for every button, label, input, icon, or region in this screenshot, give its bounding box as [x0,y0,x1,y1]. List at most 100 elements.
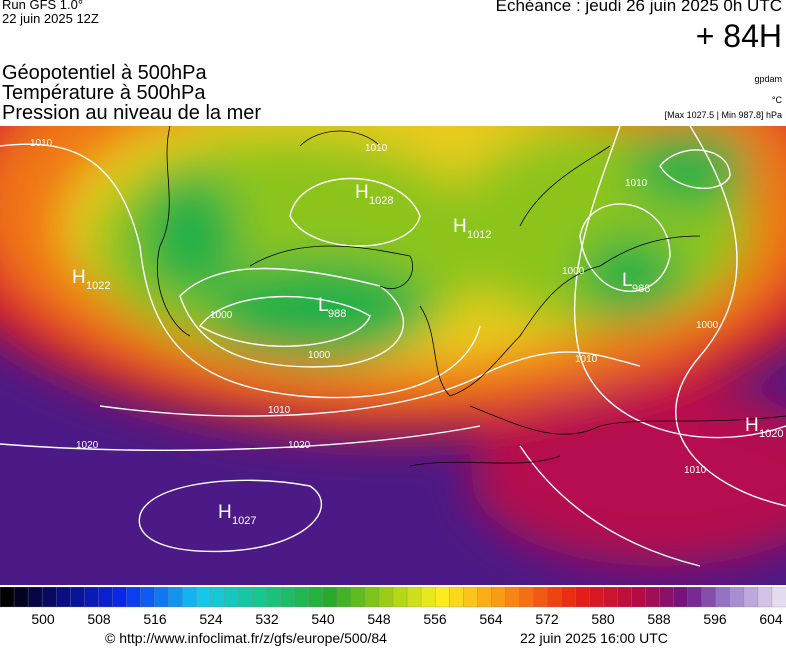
scale-swatch [98,587,113,608]
isobar-label: 1010 [30,138,53,149]
scale-swatch [308,587,324,608]
valid-time: Echéance : jeudi 26 juin 2025 0h UTC [495,0,782,15]
scale-swatch [70,587,85,608]
center-letter: H [355,182,369,203]
scale-swatch [336,587,352,608]
isobar-label: 1010 [268,405,291,416]
scale-swatch [182,587,197,608]
scale-swatch [659,587,675,608]
unit-temperature: °C [771,95,782,105]
scale-swatch [252,587,268,608]
scale-swatch [729,587,745,608]
scale-swatch [743,587,759,608]
scale-swatch [280,587,296,608]
isobar-label: 1000 [696,320,719,331]
scale-label: 548 [367,611,391,627]
scale-swatch [364,587,380,608]
center-value: 1022 [86,280,110,292]
center-letter: H [72,267,86,288]
scale-swatch [631,587,647,608]
scale-swatch [154,587,169,608]
title-temperature: Température à 500hPa [2,82,206,104]
scale-label: 556 [423,611,447,627]
scale-swatch [463,587,478,608]
scale-swatch [238,587,254,608]
scale-label: 572 [535,611,559,627]
coastlines [156,126,786,467]
scale-swatch [757,587,773,608]
scale-swatch [687,587,703,608]
unit-pressure: [Max 1027.5 | Min 987.8] hPa [664,110,782,120]
center-value: 988 [328,308,346,320]
scale-swatch [505,587,520,608]
center-letter: L [318,295,329,316]
isobars [0,126,786,567]
scale-swatch [547,587,562,608]
scale-swatch [617,587,633,608]
scale-swatch [0,587,15,608]
isobar-label: 1000 [308,350,331,361]
scale-swatch [715,587,731,608]
run-label: Run GFS 1.0° [2,0,84,12]
scale-swatch [266,587,282,608]
scale-label: 500 [31,611,55,627]
temperature-field [0,126,786,585]
scale-label: 508 [87,611,111,627]
scale-swatch [196,587,211,608]
scale-swatch [477,587,492,608]
center-value: 1012 [467,229,491,241]
scale-swatch [126,587,141,608]
source-url: © http://www.infoclimat.fr/z/gfs/europe/… [105,630,387,646]
scale-swatch [55,587,71,608]
scale-swatch [645,587,661,608]
scale-swatch [771,587,786,608]
scale-swatch [41,587,57,608]
color-scale: 500 508 516 524 532 540 548 556 564 572 580 588 596 6… [0,587,786,627]
center-letter: H [745,415,759,436]
scale-swatch [519,587,534,608]
scale-swatch [589,587,604,608]
scale-swatch [224,587,240,608]
isobar-label: 1010 [365,143,388,154]
center-value: 1028 [369,195,393,207]
center-letter: H [218,502,232,523]
isobar-label: 1010 [684,465,707,476]
scale-swatch [701,587,717,608]
scale-swatch [406,587,422,608]
scale-swatch [112,587,127,608]
scale-swatch [533,587,548,608]
scale-swatch [168,587,183,608]
title-geopotential: Géopotentiel à 500hPa [2,62,207,84]
scale-swatch [673,587,689,608]
isobar-label: 1010 [625,178,648,189]
isobar-label: 1010 [575,354,598,365]
scale-label: 596 [703,611,727,627]
center-letter: H [453,216,467,237]
scale-label: 516 [143,611,167,627]
center-value: 988 [632,283,650,295]
scale-swatch [378,587,394,608]
scale-label: 532 [255,611,279,627]
scale-swatch [392,587,408,608]
scale-swatch [84,587,99,608]
scale-label: 580 [591,611,615,627]
isobar-label: 1020 [288,440,311,451]
run-date: 22 juin 2025 12Z [2,11,99,26]
scale-swatch [140,587,155,608]
scale-swatch [561,587,576,608]
scale-swatch [322,587,338,608]
scale-label: 564 [479,611,503,627]
scale-label: 604 [759,611,783,627]
scale-swatch [350,587,366,608]
generated-time: 22 juin 2025 16:00 UTC [520,630,668,646]
scale-swatch [27,587,43,608]
scale-label: 540 [311,611,335,627]
scale-swatch [448,587,464,608]
scale-swatch [603,587,619,608]
scale-swatch [491,587,506,608]
center-value: 1027 [232,515,256,527]
scale-swatch [420,587,436,608]
isobar-label: 1020 [76,440,99,451]
